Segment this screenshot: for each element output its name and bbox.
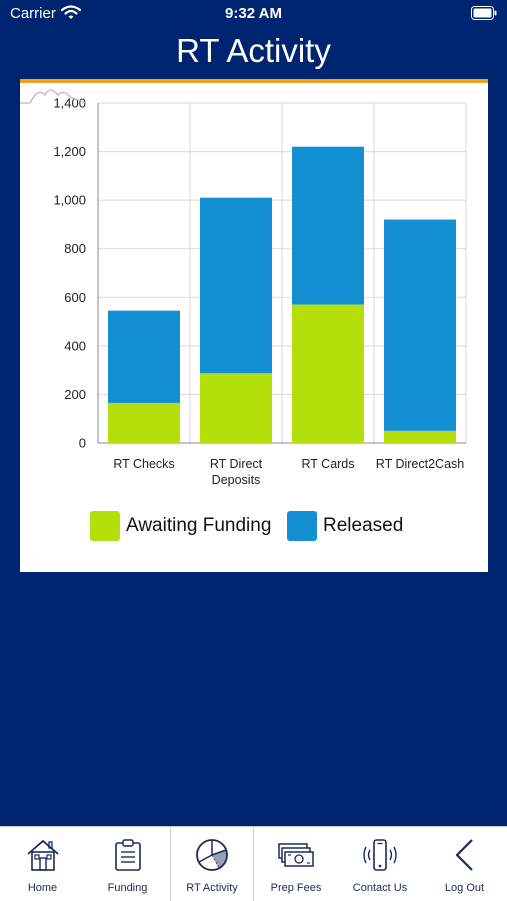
chevron-left-icon bbox=[455, 839, 473, 871]
page-title: RT Activity bbox=[176, 32, 331, 69]
carrier-label: Carrier bbox=[10, 5, 56, 22]
legend-swatch-released bbox=[287, 511, 317, 541]
bar-segment-released bbox=[384, 219, 456, 431]
tab-label-home: Home bbox=[27, 882, 58, 894]
money-icon bbox=[278, 843, 314, 867]
legend-item-released: Released bbox=[287, 510, 403, 542]
y-tick-label: 400 bbox=[64, 338, 86, 353]
y-tick-label: 1,200 bbox=[53, 144, 86, 159]
status-time: 9:32 AM bbox=[225, 5, 282, 22]
battery-icon bbox=[471, 6, 497, 20]
x-tick-label: RT Checks bbox=[113, 457, 174, 471]
x-tick-label: RT Direct2Cash bbox=[376, 457, 465, 471]
tab-funding[interactable]: Funding bbox=[85, 827, 170, 901]
tab-label-funding: Funding bbox=[107, 882, 148, 894]
legend-swatch-awaiting bbox=[90, 511, 120, 541]
status-bar: Carrier 9:32 AM bbox=[0, 0, 507, 28]
bar-segment-released bbox=[292, 146, 364, 305]
pie-chart-icon bbox=[196, 839, 228, 871]
y-tick-label: 0 bbox=[79, 436, 86, 451]
tab-bar: Home Funding RT Activity bbox=[0, 826, 507, 901]
wifi-icon bbox=[61, 5, 81, 19]
y-tick-label: 200 bbox=[64, 387, 86, 402]
x-tick-label: RT Cards bbox=[301, 457, 354, 471]
y-tick-label: 1,400 bbox=[53, 96, 86, 111]
phone-icon bbox=[363, 839, 397, 871]
tab-contact-us[interactable]: Contact Us bbox=[338, 827, 422, 901]
chart-legend: Awaiting Funding Released bbox=[90, 510, 420, 542]
house-icon bbox=[26, 839, 59, 871]
legend-label-awaiting: Awaiting Funding bbox=[126, 515, 272, 536]
tab-label-contact-us: Contact Us bbox=[352, 882, 408, 894]
tab-label-prep-fees: Prep Fees bbox=[270, 882, 322, 894]
bar-segment-released bbox=[200, 197, 272, 374]
bar-segment-awaiting bbox=[200, 373, 272, 443]
bar-segment-released bbox=[108, 310, 180, 403]
y-tick-label: 600 bbox=[64, 290, 86, 305]
tab-log-out[interactable]: Log Out bbox=[422, 827, 507, 901]
y-tick-label: 800 bbox=[64, 241, 86, 256]
x-tick-label: Deposits bbox=[212, 473, 261, 487]
y-tick-label: 1,000 bbox=[53, 193, 86, 208]
tab-label-rt-activity: RT Activity bbox=[186, 882, 238, 894]
chart-card: 0 200 400 600 800 1,000 1,200 1,400 RT Checks RT … bbox=[20, 83, 488, 572]
mountain-watermark-icon bbox=[20, 89, 87, 104]
title-underline bbox=[20, 79, 488, 83]
bar-segment-awaiting bbox=[292, 304, 364, 443]
legend-item-awaiting: Awaiting Funding bbox=[90, 510, 271, 542]
stacked-bar-chart: 0 200 400 600 800 1,000 1,200 1,400 RT Checks RT … bbox=[53, 96, 467, 487]
legend-label-released: Released bbox=[323, 515, 404, 536]
bar-segment-awaiting bbox=[384, 430, 456, 443]
clipboard-icon bbox=[114, 839, 141, 871]
x-tick-label: RT Direct bbox=[210, 457, 263, 471]
tab-label-log-out: Log Out bbox=[444, 882, 485, 894]
tab-rt-activity[interactable]: RT Activity bbox=[170, 827, 254, 901]
tab-prep-fees[interactable]: Prep Fees bbox=[254, 827, 338, 901]
bar-segment-awaiting bbox=[108, 402, 180, 443]
tab-home[interactable]: Home bbox=[0, 827, 85, 901]
